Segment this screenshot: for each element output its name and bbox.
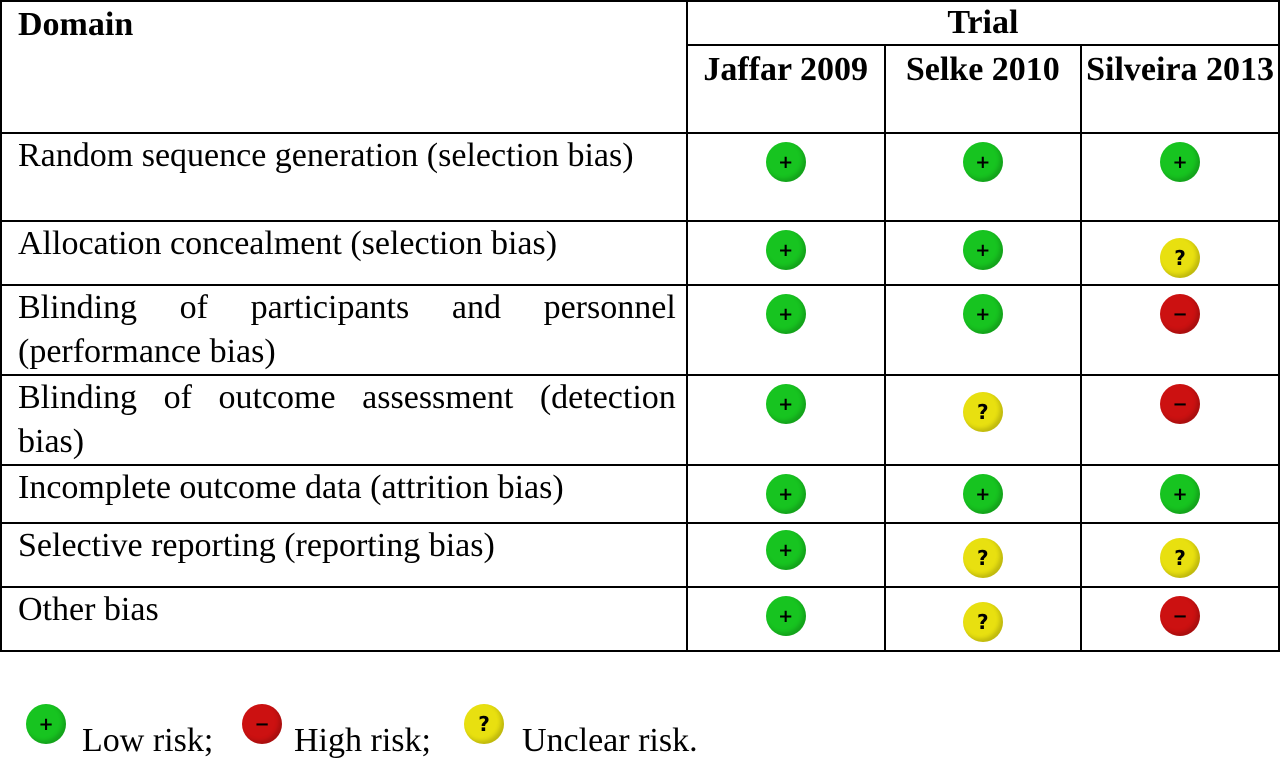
table-row: Selective reporting (reporting bias) +??	[0, 522, 1280, 588]
legend-unclear-label: Unclear risk.	[522, 722, 698, 759]
rating-cell: +	[883, 284, 1083, 376]
low-risk-icon: +	[962, 230, 1003, 270]
low-risk-icon: +	[765, 294, 806, 334]
rating-cell: ?	[1080, 522, 1280, 588]
table-row: Random sequence generation (selection bi…	[0, 132, 1280, 222]
risk-of-bias-table: Domain Trial Jaffar 2009 Selke 2010 Silv…	[0, 0, 1280, 652]
rating-cell: +	[1080, 132, 1280, 222]
rating-cell: +	[883, 464, 1083, 524]
domain-header: Domain	[0, 0, 688, 134]
rating-cell: −	[1080, 586, 1280, 652]
high-risk-icon: −	[1160, 384, 1201, 424]
table-row: Other bias +? −	[0, 586, 1280, 652]
domain-label: Other bias	[0, 586, 688, 652]
unclear-risk-icon: ?	[962, 392, 1003, 432]
high-risk-icon: −	[242, 704, 282, 744]
study-header-silveira: Silveira 2013	[1080, 44, 1280, 134]
high-risk-icon: −	[1160, 294, 1201, 334]
unclear-risk-icon: ?	[962, 602, 1003, 642]
low-risk-icon: +	[962, 142, 1003, 182]
low-risk-icon: +	[1160, 142, 1201, 182]
rating-cell: ?	[883, 374, 1083, 466]
domain-label: Allocation concealment (selection bias)	[0, 220, 688, 286]
rating-cell: +	[883, 132, 1083, 222]
low-risk-icon: +	[765, 230, 806, 270]
rating-cell: +	[685, 586, 886, 652]
unclear-risk-icon: ?	[464, 704, 504, 744]
rating-cell: +	[685, 522, 886, 588]
rating-cell: ?	[883, 522, 1083, 588]
rating-cell: +	[883, 220, 1083, 286]
rating-cell: +	[685, 220, 886, 286]
low-risk-icon: +	[765, 384, 806, 424]
unclear-risk-icon: ?	[1160, 238, 1201, 278]
legend-high-label: High risk;	[294, 722, 431, 759]
rating-cell: +	[685, 284, 886, 376]
low-risk-icon: +	[1160, 474, 1201, 514]
domain-label: Selective reporting (reporting bias)	[0, 522, 688, 588]
high-risk-icon: −	[1160, 596, 1201, 636]
low-risk-icon: +	[765, 142, 806, 182]
low-risk-icon: +	[26, 704, 66, 744]
table-row: Allocation concealment (selection bias) +…	[0, 220, 1280, 286]
unclear-risk-icon: ?	[1160, 538, 1201, 578]
rating-cell: −	[1080, 374, 1280, 466]
domain-label: Blinding of participants and personnel (…	[0, 284, 688, 376]
rating-cell: ?	[883, 586, 1083, 652]
table-row: Blinding of participants and personnel (…	[0, 284, 1280, 376]
low-risk-icon: +	[962, 474, 1003, 514]
table-row: Blinding of outcome assessment (detectio…	[0, 374, 1280, 466]
low-risk-icon: +	[765, 474, 806, 514]
rating-cell: +	[685, 132, 886, 222]
low-risk-icon: +	[765, 530, 806, 570]
rating-cell: +	[1080, 464, 1280, 524]
low-risk-icon: +	[962, 294, 1003, 334]
rating-cell: +	[685, 374, 886, 466]
low-risk-icon: +	[765, 596, 806, 636]
unclear-risk-icon: ?	[962, 538, 1003, 578]
rating-cell: +	[685, 464, 886, 524]
legend-low-label: Low risk;	[82, 722, 214, 759]
study-header-jaffar: Jaffar 2009	[685, 44, 886, 134]
trial-header: Trial	[685, 0, 1280, 46]
table-row: Incomplete outcome data (attrition bias)…	[0, 464, 1280, 524]
study-header-selke: Selke 2010	[883, 44, 1083, 134]
domain-label: Blinding of outcome assessment (detectio…	[0, 374, 688, 466]
domain-label: Random sequence generation (selection bi…	[0, 132, 688, 222]
rating-cell: ?	[1080, 220, 1280, 286]
domain-label: Incomplete outcome data (attrition bias)	[0, 464, 688, 524]
rating-cell: −	[1080, 284, 1280, 376]
